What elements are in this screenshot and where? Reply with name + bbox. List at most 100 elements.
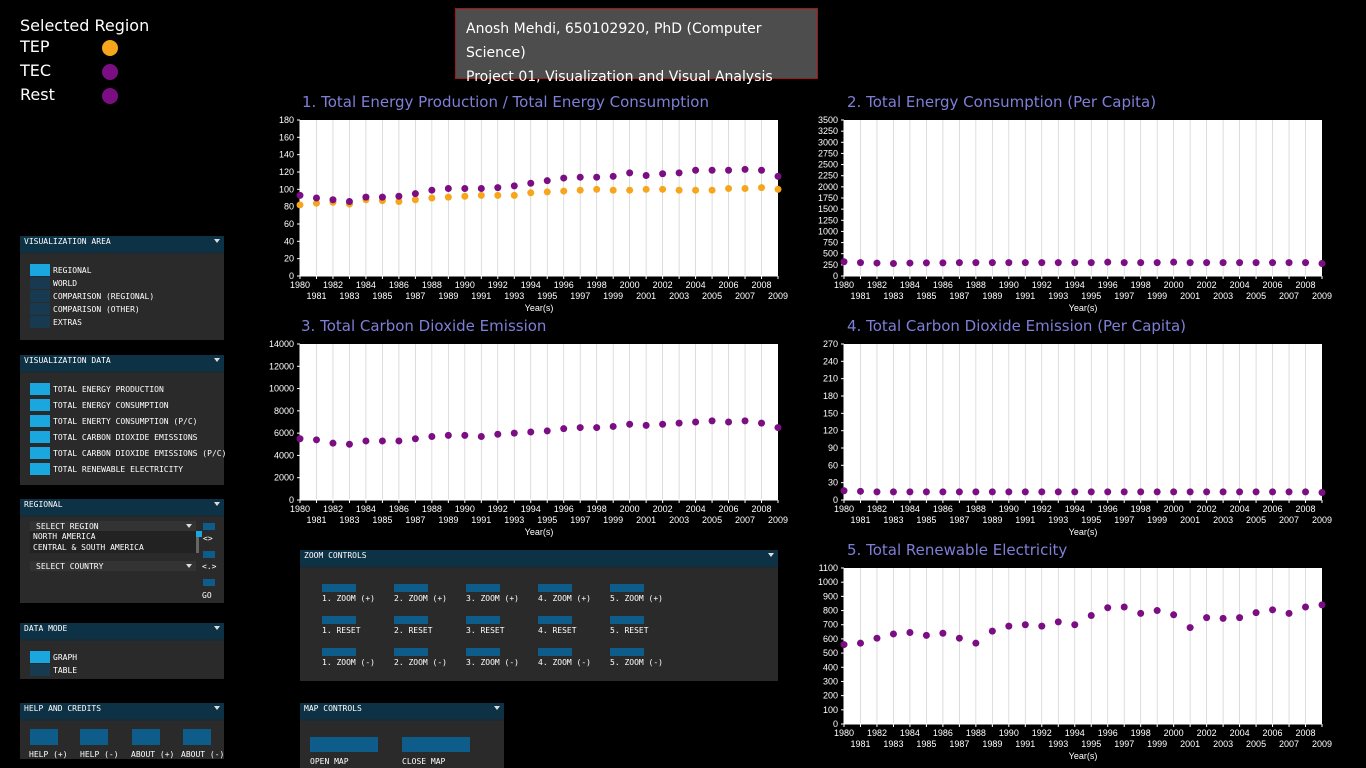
- zoom-control-button[interactable]: [466, 648, 500, 656]
- panel-header[interactable]: HELP AND CREDITS: [20, 703, 224, 719]
- zoom-control-button[interactable]: [394, 584, 428, 592]
- checkbox[interactable]: [30, 383, 50, 395]
- y-tick-label: 1750: [818, 193, 838, 203]
- data-point: [1054, 618, 1062, 626]
- close-map-button[interactable]: [402, 737, 470, 752]
- zoom-control-label: 5. RESET: [610, 626, 649, 635]
- y-tick-label: 90: [828, 443, 838, 453]
- radio[interactable]: [30, 651, 50, 663]
- help-minus-button[interactable]: [80, 729, 108, 745]
- radio[interactable]: [30, 664, 50, 676]
- legend-dot-icon: [102, 64, 118, 80]
- zoom-control-label: 1. ZOOM (-): [322, 658, 375, 667]
- data-point: [1203, 614, 1211, 622]
- chevron-down-icon[interactable]: [214, 358, 220, 362]
- chevron-down-icon[interactable]: [214, 502, 220, 506]
- x-tick-label: 1984: [900, 504, 920, 514]
- chevron-down-icon[interactable]: [768, 553, 774, 557]
- region-select[interactable]: SELECT REGION: [30, 521, 196, 531]
- data-point: [1252, 609, 1260, 617]
- swap-button-1[interactable]: [203, 523, 215, 530]
- x-tick-label: 1992: [1032, 728, 1052, 738]
- chart-co2-emission-per-capita: 0306090120150180210240270198019811982198…: [823, 339, 1332, 537]
- chevron-down-icon[interactable]: [186, 564, 192, 568]
- checkbox[interactable]: [30, 303, 50, 315]
- zoom-control-button[interactable]: [322, 616, 356, 624]
- data-point: [1302, 259, 1310, 267]
- go-button[interactable]: [203, 579, 215, 586]
- zoom-control-button[interactable]: [610, 584, 644, 592]
- checkbox[interactable]: [30, 316, 50, 328]
- chevron-down-icon[interactable]: [186, 524, 192, 528]
- zoom-control-button[interactable]: [538, 616, 572, 624]
- panel-header[interactable]: VISUALIZATION DATA: [20, 355, 224, 371]
- zoom-control-button[interactable]: [538, 584, 572, 592]
- zoom-control-button[interactable]: [394, 648, 428, 656]
- x-tick-label: 1995: [1081, 291, 1101, 301]
- data-point: [576, 173, 584, 181]
- data-point: [774, 172, 782, 180]
- zoom-control-button[interactable]: [322, 648, 356, 656]
- swap-button-2[interactable]: [203, 551, 215, 558]
- data-point: [939, 259, 947, 267]
- chevron-down-icon[interactable]: [214, 239, 220, 243]
- country-select[interactable]: SELECT COUNTRY: [30, 561, 196, 571]
- data-point: [692, 186, 700, 194]
- data-point: [312, 436, 320, 444]
- y-tick-label: 2750: [818, 148, 838, 158]
- region-list-item[interactable]: NORTH AMERICA: [33, 532, 96, 541]
- chevron-down-icon[interactable]: [494, 706, 500, 710]
- x-tick-label: 1986: [389, 280, 409, 290]
- data-point: [1021, 621, 1029, 629]
- x-tick-label: 1983: [339, 515, 359, 525]
- zoom-controls-panel: ZOOM CONTROLS 1. ZOOM (+) 2. ZOOM (+) 3. Z…: [300, 550, 778, 681]
- regional-panel: REGIONAL SELECT REGION NORTH AMERICA CEN…: [20, 499, 224, 603]
- checkbox[interactable]: [30, 463, 50, 475]
- data-point: [560, 174, 568, 182]
- scrollbar[interactable]: [196, 531, 199, 553]
- panel-header[interactable]: MAP CONTROLS: [300, 703, 504, 719]
- checkbox[interactable]: [30, 264, 50, 276]
- about-minus-button[interactable]: [183, 729, 211, 745]
- checkbox[interactable]: [30, 277, 50, 289]
- zoom-control-button[interactable]: [466, 584, 500, 592]
- plot-area: [300, 120, 778, 276]
- panel-header[interactable]: ZOOM CONTROLS: [300, 550, 778, 566]
- project-line: Project 01, Visualization and Visual Ana…: [466, 69, 773, 85]
- scrollbar-thumb[interactable]: [196, 531, 202, 537]
- help-plus-button[interactable]: [30, 729, 58, 745]
- y-tick-label: 900: [823, 591, 838, 601]
- panel-header[interactable]: VISUALIZATION AREA: [20, 236, 224, 252]
- panel-header[interactable]: DATA MODE: [20, 623, 224, 639]
- x-tick-label: 1988: [422, 504, 442, 514]
- data-point: [1219, 614, 1227, 622]
- checkbox[interactable]: [30, 399, 50, 411]
- zoom-control-button[interactable]: [466, 616, 500, 624]
- data-point: [758, 184, 766, 192]
- y-tick-label: 500: [823, 249, 838, 259]
- chevron-down-icon[interactable]: [214, 626, 220, 630]
- checkbox[interactable]: [30, 415, 50, 427]
- data-point: [1219, 488, 1227, 496]
- x-tick-label: 1987: [949, 291, 969, 301]
- open-map-button[interactable]: [310, 737, 378, 752]
- checkbox[interactable]: [30, 431, 50, 443]
- x-tick-label: 1999: [1147, 739, 1167, 749]
- zoom-control-button[interactable]: [538, 648, 572, 656]
- data-point: [741, 165, 749, 173]
- zoom-control-button[interactable]: [610, 616, 644, 624]
- about-plus-button[interactable]: [132, 729, 160, 745]
- data-point: [461, 431, 469, 439]
- x-tick-label: 1998: [587, 504, 607, 514]
- chevron-down-icon[interactable]: [214, 706, 220, 710]
- checkbox[interactable]: [30, 447, 50, 459]
- zoom-control-button[interactable]: [322, 584, 356, 592]
- zoom-control-button[interactable]: [610, 648, 644, 656]
- help-plus-label: HELP (+): [29, 750, 68, 759]
- checkbox[interactable]: [30, 290, 50, 302]
- region-list[interactable]: NORTH AMERICA CENTRAL & SOUTH AMERICA: [30, 531, 202, 553]
- panel-header[interactable]: REGIONAL: [20, 499, 224, 515]
- data-point: [708, 417, 716, 425]
- region-list-item[interactable]: CENTRAL & SOUTH AMERICA: [33, 543, 144, 552]
- zoom-control-button[interactable]: [394, 616, 428, 624]
